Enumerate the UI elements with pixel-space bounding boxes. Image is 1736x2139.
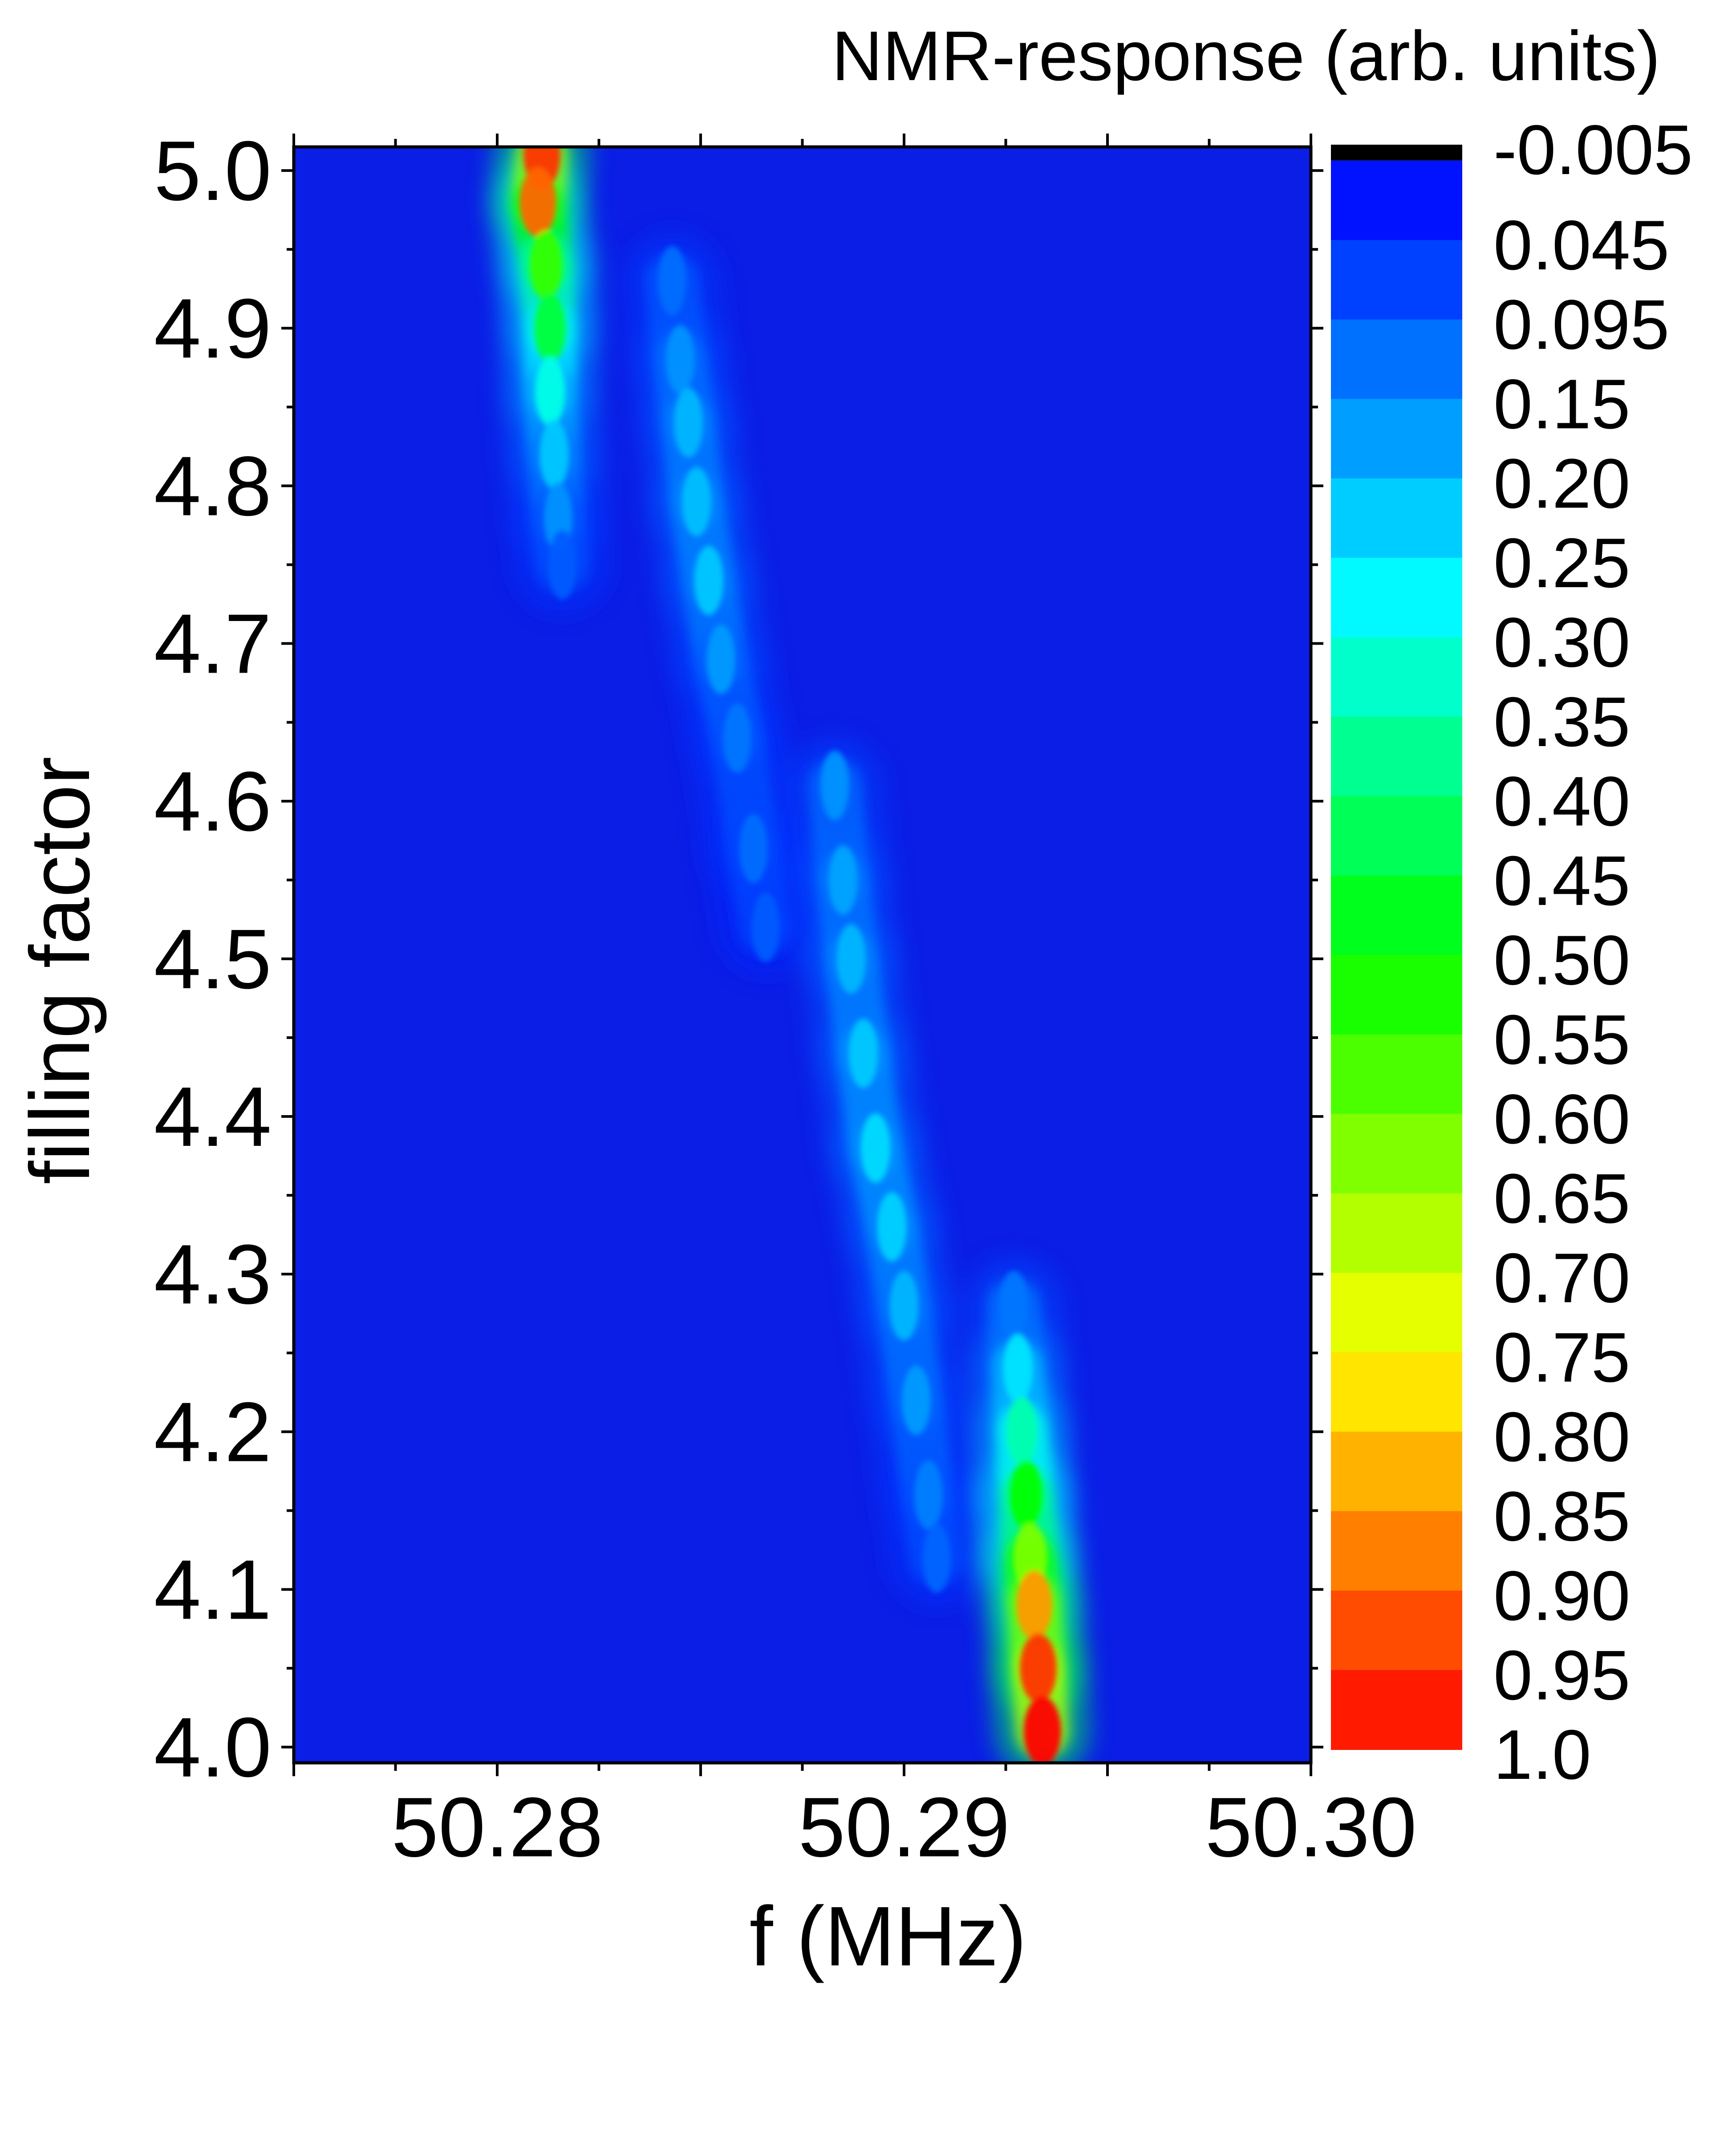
colorbar-band	[1331, 478, 1462, 559]
colorbar: -0.005 0.0450.0950.150.200.250.300.350.40…	[1331, 111, 1693, 1794]
feature-point	[828, 845, 858, 915]
feature-point	[889, 1270, 919, 1340]
colorbar-band	[1331, 558, 1462, 638]
feature-point	[914, 1460, 943, 1530]
feature-point	[548, 530, 576, 600]
feature-point	[535, 356, 565, 426]
y-tick-label: 4.7	[154, 597, 272, 691]
feature-point	[1000, 1270, 1028, 1340]
colorbar-level-label: 0.095	[1493, 286, 1669, 364]
colorbar-band	[1331, 1352, 1462, 1433]
colorbar-band	[1331, 1034, 1462, 1115]
feature-point	[861, 1113, 890, 1183]
colorbar-level-label: 0.50	[1493, 921, 1631, 999]
x-axis: 50.28 50.29 50.30	[292, 134, 1417, 1875]
x-tick-label: 50.29	[798, 1780, 1010, 1875]
colorbar-band	[1331, 955, 1462, 1035]
feature-point	[1016, 1570, 1052, 1640]
feature-point	[1003, 1334, 1033, 1404]
feature-point	[682, 467, 711, 536]
colorbar-level-label: 0.85	[1493, 1477, 1631, 1556]
colorbar-level-label: 0.30	[1493, 603, 1631, 682]
colorbar-title: NMR-response (arb. units)	[832, 17, 1660, 95]
y-tick-label: 4.9	[154, 281, 272, 376]
y-axis: 4.0 4.1 4.2 4.3 4.4 4.5 4.6 4.7 4.8 4.9 5.0	[154, 124, 1323, 1795]
colorbar-level-label: 0.35	[1493, 683, 1631, 761]
colorbar-band	[1331, 1193, 1462, 1274]
colorbar-band	[1331, 796, 1462, 876]
feature-point	[877, 1192, 907, 1262]
feature-point	[530, 230, 563, 300]
colorbar-level-label: 0.90	[1493, 1557, 1631, 1635]
y-tick-label: 4.3	[154, 1227, 272, 1322]
colorbar-band	[1331, 1273, 1462, 1353]
feature-point	[922, 1523, 951, 1593]
y-tick-label: 4.4	[154, 1070, 272, 1164]
colorbar-level-label: 0.60	[1493, 1080, 1631, 1158]
colorbar-band	[1331, 716, 1462, 797]
x-axis-label: f (MHz)	[750, 1889, 1027, 1984]
colorbar-band	[1331, 1670, 1462, 1750]
colorbar-level-label: 0.20	[1493, 445, 1631, 523]
colorbar-level-label: 0.95	[1493, 1636, 1631, 1715]
colorbar-band	[1331, 319, 1462, 400]
y-tick-label: 5.0	[154, 124, 272, 218]
x-tick-label: 50.28	[391, 1780, 603, 1875]
y-tick-label: 4.0	[154, 1701, 272, 1795]
feature-point	[739, 813, 768, 883]
feature-point	[666, 325, 695, 395]
colorbar-level-label: 0.70	[1493, 1239, 1631, 1317]
colorbar-level-label: 0.55	[1493, 1001, 1631, 1079]
feature-point	[1010, 1460, 1042, 1530]
y-tick-label: 4.1	[154, 1542, 272, 1637]
feature-point	[658, 246, 686, 316]
colorbar-band	[1331, 399, 1462, 479]
feature-point	[723, 703, 751, 773]
feature-point	[1023, 1697, 1061, 1763]
feature-point	[902, 1365, 931, 1435]
colorbar-level-label: 0.15	[1493, 365, 1631, 443]
colorbar-level-label: 0.80	[1493, 1398, 1631, 1476]
colorbar-level-label: 1.0	[1493, 1716, 1591, 1794]
feature-point	[674, 388, 703, 458]
feature-point	[836, 924, 866, 994]
colorbar-band	[1331, 1591, 1462, 1671]
colorbar-level-label: 0.40	[1493, 762, 1631, 840]
feature-point	[694, 545, 723, 615]
colorbar-band	[1331, 1432, 1462, 1512]
colorbar-level-label: 0.045	[1493, 206, 1669, 284]
feature-point	[539, 419, 569, 489]
feature-point	[820, 751, 849, 820]
colorbar-band	[1331, 637, 1462, 717]
y-tick-label: 4.5	[154, 912, 272, 1007]
x-tick-label: 50.30	[1205, 1780, 1416, 1875]
colorbar-band	[1331, 1511, 1462, 1591]
y-tick-label: 4.8	[154, 439, 272, 533]
y-tick-label: 4.2	[154, 1385, 272, 1479]
feature-point	[519, 167, 556, 237]
colorbar-band	[1331, 1114, 1462, 1194]
colorbar-level-label: 0.65	[1493, 1160, 1631, 1238]
y-tick-label: 4.6	[154, 755, 272, 849]
colorbar-level-label: 0.75	[1493, 1319, 1631, 1397]
feature-point	[706, 624, 735, 694]
feature-core-layer	[519, 147, 1061, 1763]
y-axis-label: filling factor	[13, 757, 107, 1185]
colorbar-band	[1331, 160, 1462, 241]
colorbar-below-min	[1331, 145, 1462, 161]
heatmap-features	[491, 147, 1089, 1763]
colorbar-band	[1331, 240, 1462, 320]
feature-point	[1006, 1397, 1038, 1467]
colorbar-band	[1331, 875, 1462, 956]
colorbar-level-label: -0.005	[1493, 111, 1693, 189]
feature-point	[534, 293, 566, 363]
plot-area	[294, 147, 1311, 1763]
feature-point	[848, 1019, 878, 1088]
feature-point	[1020, 1633, 1057, 1703]
feature-point	[752, 893, 780, 962]
colorbar-level-label: 0.25	[1493, 524, 1631, 602]
colorbar-level-label: 0.45	[1493, 842, 1631, 920]
